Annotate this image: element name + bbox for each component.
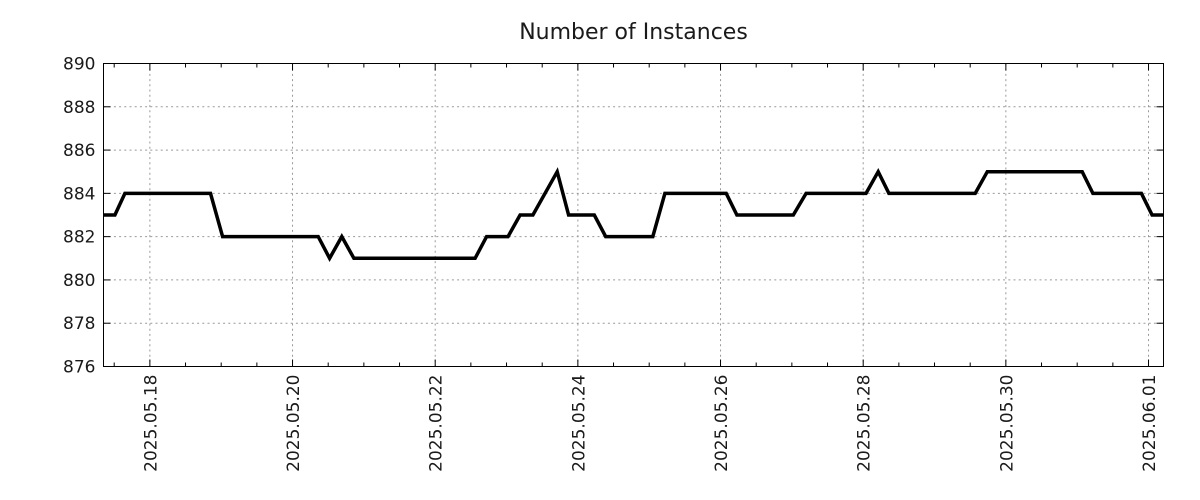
- x-tick-label: 2025.05.28: [855, 375, 875, 472]
- y-tick-label: 882: [63, 228, 95, 248]
- y-tick-label: 880: [63, 271, 95, 291]
- plot-border: [103, 63, 1164, 367]
- grid-layer: [103, 63, 1164, 367]
- label-layer: 876 878 880 882 884 886 888 890 2025.05.18 2025.0…: [63, 55, 1160, 472]
- y-tick-label: 888: [63, 98, 95, 118]
- data-series-line: [103, 167, 1164, 262]
- y-tick-label: 890: [63, 55, 95, 75]
- x-tick-label: 2025.05.22: [427, 375, 447, 472]
- x-tick-label: 2025.06.01: [1140, 375, 1160, 472]
- x-tick-label: 2025.05.24: [569, 375, 589, 472]
- series-layer: [103, 167, 1164, 262]
- x-tick-label: 2025.05.20: [284, 375, 304, 472]
- y-tick-label: 878: [63, 314, 95, 334]
- axis-layer: [103, 63, 1164, 367]
- chart-title: Number of Instances: [519, 20, 748, 45]
- y-tick-label: 884: [63, 184, 95, 204]
- x-tick-label: 2025.05.30: [997, 375, 1017, 472]
- y-tick-label: 886: [63, 141, 95, 161]
- x-tick-label: 2025.05.26: [712, 375, 732, 472]
- y-tick-label: 876: [63, 358, 95, 378]
- x-tick-label: 2025.05.18: [141, 375, 161, 472]
